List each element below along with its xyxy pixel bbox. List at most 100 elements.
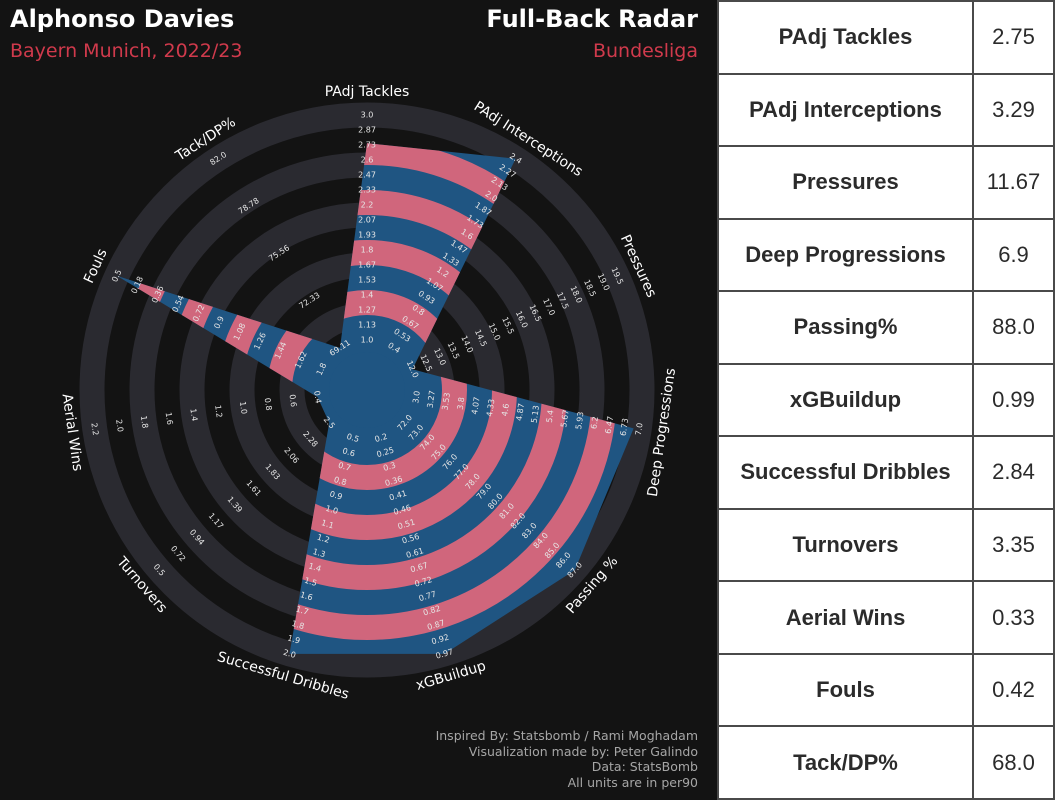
tick-label: 1.1 [320, 518, 335, 530]
table-row: Tack/DP% 68.0 [717, 725, 1055, 800]
tick-label: 1.6 [299, 590, 314, 602]
tick-label: 7.0 [634, 422, 645, 436]
tick-label: 1.0 [361, 336, 374, 345]
radar-center [329, 352, 405, 428]
tick-label: 1.27 [358, 306, 376, 315]
tick-label: 2.07 [358, 216, 376, 225]
tick-label: 2.87 [358, 126, 376, 135]
tick-label: 0.9 [329, 489, 344, 501]
metric-value: 11.67 [972, 145, 1055, 220]
tick-label: 1.2 [316, 533, 331, 545]
tick-label: 1.61 [244, 479, 262, 498]
metric-name: Aerial Wins [717, 580, 974, 655]
tick-label: 2.2 [89, 422, 100, 436]
table-row: PAdj Interceptions 3.29 [717, 72, 1055, 148]
table-row: xGBuildup 0.99 [717, 362, 1055, 438]
tick-label: 0.8 [263, 397, 274, 411]
table-row: Fouls 0.42 [717, 652, 1055, 728]
credit-units: All units are in per90 [567, 774, 698, 790]
tick-label: 1.7 [295, 605, 310, 617]
metric-name: Successful Dribbles [717, 435, 974, 510]
metric-name: xGBuildup [717, 362, 974, 438]
tick-label: 0.7 [337, 461, 352, 473]
credit-made-by: Visualization made by: Peter Galindo [468, 743, 698, 759]
tick-label: 5.4 [545, 409, 556, 423]
tick-label: 1.67 [358, 261, 376, 270]
tick-label: 3.0 [411, 390, 422, 404]
table-row: Deep Progressions 6.9 [717, 217, 1055, 293]
tick-label: 1.6 [164, 412, 175, 426]
metric-name: Pressures [717, 145, 974, 220]
metric-value: 2.75 [972, 0, 1055, 75]
team-season: Bayern Munich, 2022/23 [10, 40, 243, 62]
tick-label: 5.67 [559, 409, 570, 428]
tick-label: 3.27 [426, 390, 437, 409]
metric-value: 0.33 [972, 580, 1055, 655]
tick-label: 0.6 [341, 446, 356, 458]
metric-name: PAdj Interceptions [717, 72, 974, 148]
metric-name: Passing% [717, 290, 974, 365]
tick-label: 1.53 [358, 276, 376, 285]
tick-label: 6.47 [604, 415, 615, 434]
metric-value: 88.0 [972, 290, 1055, 365]
tick-label: 3.0 [361, 111, 374, 120]
tick-label: 1.0 [238, 401, 249, 415]
tick-label: 2.73 [358, 141, 376, 150]
metric-value: 3.29 [972, 72, 1055, 148]
tick-label: 3.53 [440, 392, 451, 411]
tick-label: 1.3 [312, 547, 327, 559]
tick-label: 1.9 [286, 633, 301, 645]
background-ring [79, 102, 655, 678]
metric-name: Tack/DP% [717, 725, 974, 800]
radar-chart: 1.0 1.13 1.27 1.4 1.53 1.67 1.8 1.93 2.07 2.2 2.33… [59, 84, 680, 703]
tick-label: 0.6 [287, 394, 298, 408]
tick-label: 17.0 [541, 297, 557, 317]
metric-value: 3.35 [972, 507, 1055, 583]
tick-label: 1.5 [303, 576, 318, 588]
credits: Inspired By: Statsbomb / Rami Moghadam V… [436, 728, 698, 790]
table-row: Passing% 88.0 [717, 290, 1055, 365]
metric-value: 0.99 [972, 362, 1055, 438]
chart-title: Full-Back Radar [486, 5, 698, 33]
tick-label: 1.4 [307, 561, 322, 573]
tick-label: 4.87 [515, 403, 526, 422]
tick-label: 4.6 [500, 403, 511, 417]
metric-name: PAdj Tackles [717, 0, 974, 75]
tick-label: 2.6 [361, 156, 374, 165]
tick-label: 2.06 [282, 446, 300, 465]
tick-label: 1.93 [358, 231, 376, 240]
tick-label: 1.17 [207, 511, 225, 530]
tick-label: 0.4 [312, 390, 323, 404]
metric-value: 6.9 [972, 217, 1055, 293]
tick-label: 5.13 [530, 405, 541, 424]
tick-label: 1.13 [358, 321, 376, 330]
tick-label: 6.73 [619, 418, 630, 437]
tick-label: 0.3 [382, 461, 397, 473]
tick-label: 2.0 [114, 419, 125, 433]
tick-label: 5.93 [574, 411, 585, 430]
tick-label: 2.47 [358, 171, 376, 180]
tick-label: 0.5 [346, 432, 361, 444]
tick-label: 2.0 [282, 648, 297, 660]
tick-label: 1.8 [291, 619, 306, 631]
table-row: Pressures 11.67 [717, 145, 1055, 220]
metric-name: Turnovers [717, 507, 974, 583]
table-row: PAdj Tackles 2.75 [717, 0, 1055, 75]
tick-label: 2.33 [358, 186, 376, 195]
tick-label: 6.2 [589, 416, 600, 430]
metric-name: Deep Progressions [717, 217, 974, 293]
radar-panel: 1.0 1.13 1.27 1.4 1.53 1.67 1.8 1.93 2.07 2.2 2.33… [0, 0, 717, 800]
tick-label: 1.2 [213, 404, 224, 418]
player-name: Alphonso Davies [10, 5, 235, 33]
tick-label: 4.33 [485, 398, 496, 417]
tick-label: 0.72 [169, 544, 187, 563]
table-row: Turnovers 3.35 [717, 507, 1055, 583]
stats-table: PAdj Tackles 2.75 PAdj Interceptions 3.29 … [717, 0, 1055, 800]
table-row: Successful Dribbles 2.84 [717, 435, 1055, 510]
tick-label: 0.8 [333, 475, 348, 487]
credit-data-source: Data: StatsBomb [591, 759, 698, 774]
tick-label: 2.2 [361, 201, 374, 210]
tick-label: 1.4 [361, 291, 374, 300]
credit-inspired-by: Inspired By: Statsbomb / Rami Moghadam [435, 728, 698, 743]
metric-value: 2.84 [972, 435, 1055, 510]
